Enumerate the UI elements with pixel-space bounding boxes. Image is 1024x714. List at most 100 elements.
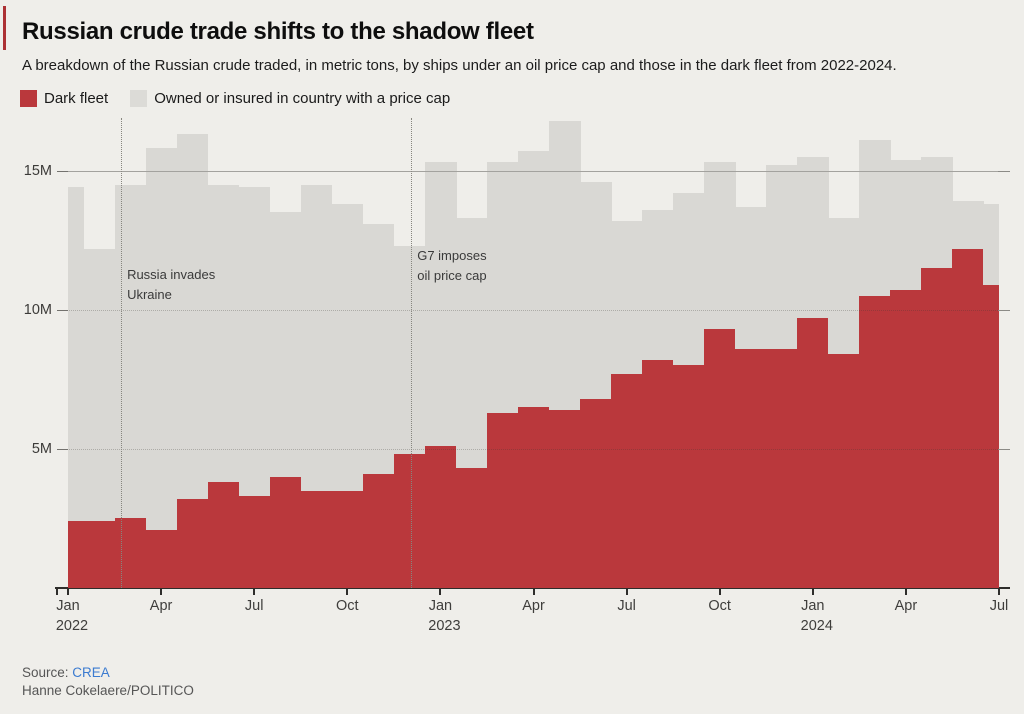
bar-price-cap xyxy=(331,204,364,491)
bar-price-cap xyxy=(797,156,829,319)
x-axis-tick xyxy=(625,589,628,595)
bar-price-cap xyxy=(952,201,985,249)
bar-dark-fleet xyxy=(145,529,178,588)
x-axis-tick xyxy=(718,589,721,595)
bar-price-cap xyxy=(424,162,457,447)
plot-area: Russia invades Ukraine G7 imposes oil price… xyxy=(57,115,1010,588)
x-axis-year-label: 2023 xyxy=(428,618,461,634)
bar-dark-fleet xyxy=(393,454,426,588)
legend-label: Owned or insured in country with a price… xyxy=(154,90,451,107)
bar-price-cap xyxy=(362,223,395,474)
x-axis-label: Jan xyxy=(428,598,453,614)
bar-dark-fleet xyxy=(797,318,829,588)
x-axis-label: Jul xyxy=(989,598,1009,614)
bar-price-cap xyxy=(517,151,550,408)
bar-price-cap xyxy=(486,162,519,413)
bar-price-cap xyxy=(983,204,999,285)
x-axis-label: Oct xyxy=(708,598,731,614)
bar-price-cap xyxy=(890,159,922,291)
legend-item-1: Owned or insured in country with a price… xyxy=(130,90,450,107)
x-axis-label: Apr xyxy=(894,598,918,614)
legend-swatch-icon xyxy=(130,90,148,107)
bar-dark-fleet xyxy=(517,407,550,588)
bar-dark-fleet xyxy=(269,476,302,588)
x-axis-start-tick xyxy=(56,589,58,595)
y-axis-label-15M: 15M xyxy=(23,162,52,179)
bar-price-cap xyxy=(549,120,581,410)
x-axis-label: Jan xyxy=(56,598,80,614)
x-axis-label: Oct xyxy=(336,598,359,614)
x-axis-tick xyxy=(67,589,69,595)
footer: Source: CREA Hanne Cokelaere/POLITICO xyxy=(22,664,194,701)
bar-dark-fleet xyxy=(673,365,705,588)
x-axis-label: Apr xyxy=(522,598,545,614)
bar-dark-fleet xyxy=(735,348,767,588)
x-axis-year-label: 2024 xyxy=(800,618,833,634)
bar-dark-fleet xyxy=(455,468,488,588)
bar-price-cap xyxy=(828,217,860,355)
event-line-1 xyxy=(411,118,413,588)
source-line: Source: CREA xyxy=(22,664,194,682)
bar-dark-fleet xyxy=(859,295,891,588)
x-axis-tick xyxy=(904,589,907,595)
bar-dark-fleet xyxy=(983,284,999,588)
annotation-1: G7 imposes oil price cap xyxy=(417,248,487,284)
bar-dark-fleet xyxy=(83,521,116,588)
bar-price-cap xyxy=(735,206,767,349)
bar-price-cap xyxy=(704,162,736,330)
bar-dark-fleet xyxy=(580,398,612,588)
x-axis-label: Jul xyxy=(244,598,264,614)
legend: Dark fleet Owned or insured in country wi… xyxy=(20,90,450,107)
source-link[interactable]: CREA xyxy=(72,665,110,680)
bar-dark-fleet xyxy=(331,490,364,588)
bar-price-cap xyxy=(238,187,271,497)
bar-price-cap xyxy=(114,184,147,519)
bar-price-cap xyxy=(921,156,954,269)
page-title: Russian crude trade shifts to the shadow… xyxy=(22,18,534,45)
brand-accent-rule xyxy=(3,6,6,50)
bar-price-cap xyxy=(642,209,674,360)
legend-swatch-icon xyxy=(20,90,37,107)
x-axis-tick xyxy=(253,589,256,595)
bar-price-cap xyxy=(673,192,705,366)
bar-dark-fleet xyxy=(362,473,395,588)
x-axis-tick xyxy=(811,589,814,595)
bar-dark-fleet xyxy=(704,329,736,588)
bar-price-cap xyxy=(68,187,85,522)
credit-line: Hanne Cokelaere/POLITICO xyxy=(22,683,194,699)
bar-dark-fleet xyxy=(68,521,85,588)
bar-price-cap xyxy=(176,134,209,499)
bar-dark-fleet xyxy=(549,409,581,588)
x-axis-tick xyxy=(160,589,163,595)
x-axis-tick xyxy=(439,589,442,595)
bar-price-cap xyxy=(766,165,798,349)
bar-price-cap xyxy=(859,140,891,296)
bar-dark-fleet xyxy=(766,348,798,588)
bar-dark-fleet xyxy=(611,373,643,588)
bar-dark-fleet xyxy=(114,518,147,588)
event-line-0 xyxy=(121,118,123,588)
x-axis-line xyxy=(55,587,1010,589)
bar-dark-fleet xyxy=(642,359,674,588)
legend-label: Dark fleet xyxy=(44,90,109,107)
annotation-0: Russia invades Ukraine xyxy=(127,267,216,303)
bar-price-cap xyxy=(207,184,240,483)
bar-price-cap xyxy=(611,220,643,374)
bar-dark-fleet xyxy=(486,412,519,588)
y-axis-label-10M: 10M xyxy=(23,301,52,318)
bar-dark-fleet xyxy=(176,498,209,588)
bar-dark-fleet xyxy=(424,446,457,588)
bar-dark-fleet xyxy=(921,268,954,588)
legend-item-0: Dark fleet xyxy=(20,90,108,107)
bar-dark-fleet xyxy=(890,290,922,588)
source-label: Source: xyxy=(22,665,73,680)
x-axis-label: Apr xyxy=(149,598,173,614)
x-axis-tick xyxy=(532,589,535,595)
bar-dark-fleet xyxy=(238,496,271,588)
bar-price-cap xyxy=(300,184,333,491)
page-subtitle: A breakdown of the Russian crude traded,… xyxy=(22,57,897,74)
bar-price-cap xyxy=(269,212,302,477)
bar-dark-fleet xyxy=(952,248,985,588)
x-axis-year-label: 2022 xyxy=(55,618,89,634)
